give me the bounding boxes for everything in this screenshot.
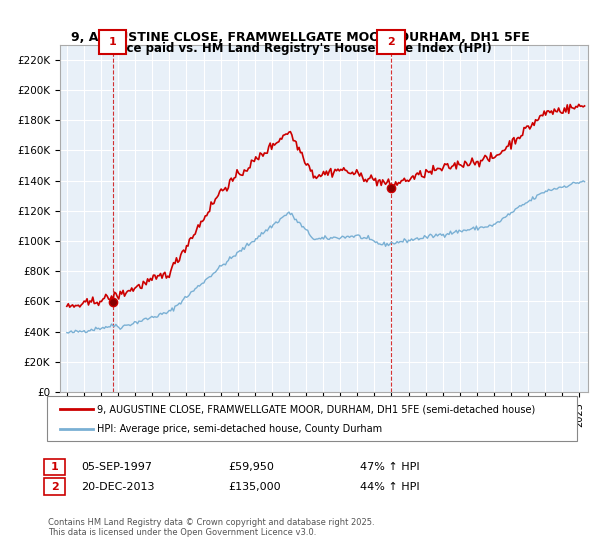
- Text: 47% ↑ HPI: 47% ↑ HPI: [360, 462, 419, 472]
- Text: £135,000: £135,000: [228, 482, 281, 492]
- Text: 9, AUGUSTINE CLOSE, FRAMWELLGATE MOOR, DURHAM, DH1 5FE: 9, AUGUSTINE CLOSE, FRAMWELLGATE MOOR, D…: [71, 31, 529, 44]
- Text: Price paid vs. HM Land Registry's House Price Index (HPI): Price paid vs. HM Land Registry's House …: [108, 42, 492, 55]
- Text: 44% ↑ HPI: 44% ↑ HPI: [360, 482, 419, 492]
- Text: 2: 2: [387, 37, 395, 47]
- Text: 1: 1: [109, 37, 116, 47]
- Text: £59,950: £59,950: [228, 462, 274, 472]
- Text: HPI: Average price, semi-detached house, County Durham: HPI: Average price, semi-detached house,…: [97, 424, 382, 434]
- Text: 1: 1: [51, 462, 58, 472]
- Text: Contains HM Land Registry data © Crown copyright and database right 2025.
This d: Contains HM Land Registry data © Crown c…: [48, 518, 374, 538]
- Text: 20-DEC-2013: 20-DEC-2013: [81, 482, 155, 492]
- Text: 05-SEP-1997: 05-SEP-1997: [81, 462, 152, 472]
- Text: 9, AUGUSTINE CLOSE, FRAMWELLGATE MOOR, DURHAM, DH1 5FE (semi-detached house): 9, AUGUSTINE CLOSE, FRAMWELLGATE MOOR, D…: [97, 404, 535, 414]
- Text: 2: 2: [51, 482, 58, 492]
